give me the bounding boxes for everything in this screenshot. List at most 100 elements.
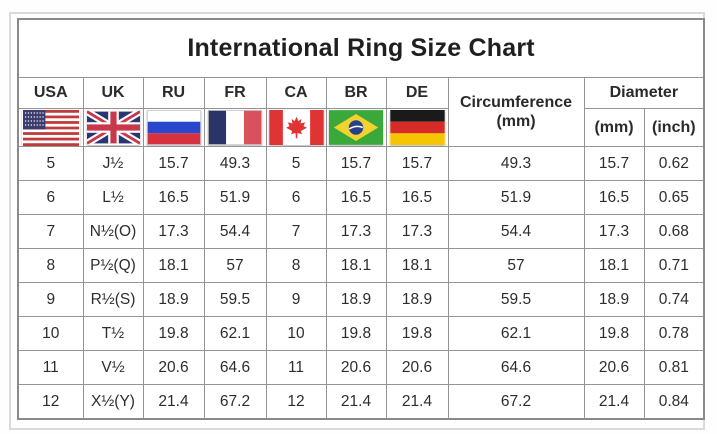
table-cell: 64.6 [447,350,585,385]
table-cell: 15.7 [385,146,449,181]
fr-flag-cell [203,108,267,147]
table-cell: 9 [17,282,84,317]
table-cell: 67.2 [203,384,267,420]
table-cell: 59.5 [203,282,267,317]
table-cell: T½ [82,316,144,351]
table-cell: 17.3 [325,214,387,249]
table-cell: 17.3 [583,214,645,249]
table-cell: 18.1 [583,248,645,283]
table-cell: 16.5 [325,180,387,215]
table-cell: 0.84 [643,384,705,420]
table-cell: 0.81 [643,350,705,385]
table-cell: 11 [265,350,327,385]
table-cell: 20.6 [142,350,205,385]
circumference-unit: (mm) [496,113,536,130]
table-cell: 6 [17,180,84,215]
table-cell: 21.4 [583,384,645,420]
br-flag-cell [325,108,387,147]
table-cell: 18.9 [325,282,387,317]
table-cell: N½(O) [82,214,144,249]
table-cell: 19.8 [385,316,449,351]
table-cell: 18.1 [325,248,387,283]
table-cell: 49.3 [203,146,267,181]
table-cell: 67.2 [447,384,585,420]
table-row: 11 V½ 20.6 64.6 11 20.6 20.6 64.6 20.6 0.81 [17,350,705,385]
table-cell: 15.7 [325,146,387,181]
table-cell: 18.1 [385,248,449,283]
usa-flag-cell [17,108,84,147]
table-cell: 9 [265,282,327,317]
column-header-circumference: Circumference (mm) [447,77,585,147]
table-cell: V½ [82,350,144,385]
table-cell: X½(Y) [82,384,144,420]
table-cell: 7 [17,214,84,249]
de-flag-icon [389,110,445,145]
table-cell: 18.9 [385,282,449,317]
table-cell: R½(S) [82,282,144,317]
table-cell: 64.6 [203,350,267,385]
fr-flag-icon [208,110,262,145]
de-flag-cell [385,108,449,147]
table-row: 10 T½ 19.8 62.1 10 19.8 19.8 62.1 19.8 0.78 [17,316,705,351]
table-cell: 17.3 [142,214,205,249]
table-cell: 5 [265,146,327,181]
title-row: International Ring Size Chart [17,18,705,78]
diameter-unit-inch: (inch) [643,108,705,147]
table-cell: 54.4 [447,214,585,249]
table-cell: 18.1 [142,248,205,283]
table-cell: 0.74 [643,282,705,317]
table-cell: 0.78 [643,316,705,351]
table-cell: 57 [203,248,267,283]
table-cell: 5 [17,146,84,181]
table-cell: 16.5 [583,180,645,215]
table-cell: 18.9 [142,282,205,317]
table-cell: 49.3 [447,146,585,181]
usa-flag-icon [22,109,79,146]
column-header-diameter: Diameter [583,77,705,109]
table-cell: 20.6 [385,350,449,385]
column-header-row: USA UK RU FR CA BR DE Circumference (mm)… [17,77,705,147]
table-cell: 20.6 [325,350,387,385]
table-cell: 16.5 [142,180,205,215]
table-row: 9 R½(S) 18.9 59.5 9 18.9 18.9 59.5 18.9 0.74 [17,282,705,317]
table-cell: 20.6 [583,350,645,385]
column-header-usa: USA [17,77,84,109]
circumference-label: Circumference [459,93,573,111]
table-cell: 7 [265,214,327,249]
table-cell: 15.7 [142,146,205,181]
table-cell: 12 [17,384,84,420]
table-cell: 12 [265,384,327,420]
column-header-fr: FR [203,77,267,109]
uk-flag-icon [86,110,140,145]
table-cell: 0.65 [643,180,705,215]
table-cell: J½ [82,146,144,181]
table-cell: 19.8 [142,316,205,351]
ring-size-table: International Ring Size Chart USA UK RU … [17,18,706,420]
table-cell: P½(Q) [82,248,144,283]
table-cell: 51.9 [447,180,585,215]
table-row: 12 X½(Y) 21.4 67.2 12 21.4 21.4 67.2 21.4 0.84 [17,384,705,420]
table-cell: 0.68 [643,214,705,249]
column-header-uk: UK [82,77,144,109]
table-cell: 17.3 [385,214,449,249]
table-cell: 10 [17,316,84,351]
ca-flag-cell [265,108,327,147]
table-cell: 6 [265,180,327,215]
table-cell: 0.62 [643,146,705,181]
column-header-de: DE [385,77,449,109]
table-cell: 15.7 [583,146,645,181]
br-flag-icon [329,110,383,145]
column-header-ca: CA [265,77,327,109]
table-cell: 57 [447,248,585,283]
table-row: 7 N½(O) 17.3 54.4 7 17.3 17.3 54.4 17.3 0.68 [17,214,705,249]
table-cell: 19.8 [325,316,387,351]
flag-row: (mm) (inch) [17,108,705,147]
ru-flag-cell [142,108,205,147]
uk-flag-cell [82,108,144,147]
ring-size-table-body: 5 J½ 15.7 49.3 5 15.7 15.7 49.3 15.7 0.62 6 L½ 16.5 5… [17,146,705,420]
table-cell: 51.9 [203,180,267,215]
ca-flag-icon [268,110,324,145]
table-cell: 11 [17,350,84,385]
table-cell: 18.9 [583,282,645,317]
